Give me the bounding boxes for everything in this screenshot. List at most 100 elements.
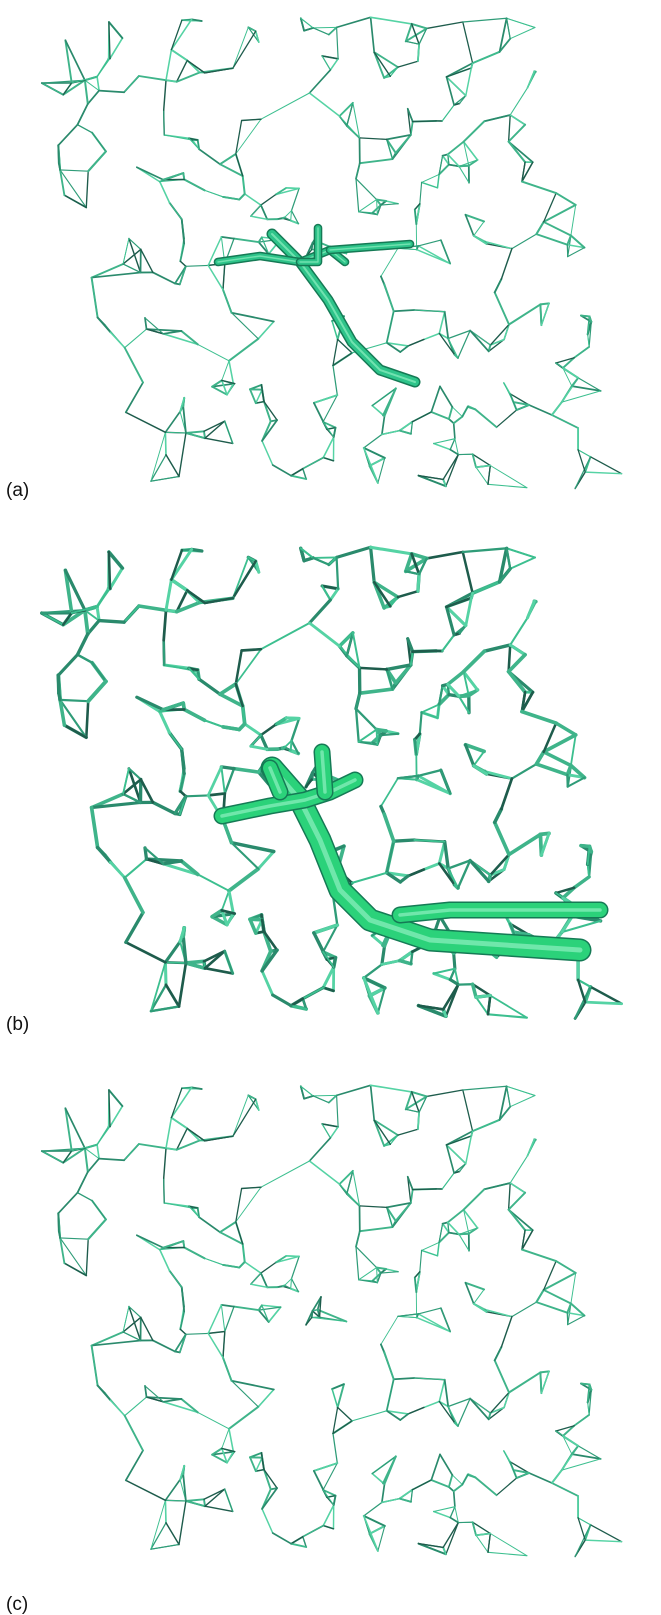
network-edge (413, 121, 436, 122)
network-edge (323, 458, 333, 461)
network-edge (507, 1086, 535, 1095)
network-edge (334, 1496, 336, 1506)
network-edge (262, 237, 269, 254)
network-edge (512, 1302, 537, 1317)
network-edge (440, 1454, 452, 1475)
network-edge (125, 1397, 147, 1416)
network-edge (92, 1346, 98, 1386)
network-edge (85, 610, 88, 634)
network-edge (411, 952, 412, 964)
network-edge (303, 458, 324, 469)
network-edge (286, 188, 299, 189)
network-edge (192, 549, 202, 551)
network-edge (501, 779, 512, 809)
network-edge (229, 1407, 258, 1429)
network-edge (151, 1523, 166, 1549)
network-edge (400, 1499, 411, 1502)
network-edge (585, 472, 621, 474)
network-edge (141, 249, 153, 272)
network-edge (229, 1429, 233, 1452)
network-edge (540, 303, 549, 304)
network-edge (459, 166, 469, 182)
network-edge (544, 205, 576, 222)
network-edge (528, 601, 535, 618)
network-edge (334, 428, 336, 438)
network-edge (509, 655, 525, 672)
network-edge (507, 548, 511, 568)
network-edge (97, 607, 99, 621)
network-edge (488, 1552, 527, 1555)
network-edge (509, 1183, 511, 1210)
network-edge (160, 1250, 170, 1271)
network-edge (262, 390, 264, 402)
network-edge (223, 727, 239, 730)
network-edge (236, 1187, 261, 1222)
network-edge (470, 1399, 489, 1420)
network-edge (251, 1284, 267, 1287)
network-edge (463, 548, 507, 552)
network-edge (205, 1258, 224, 1265)
network-edge (454, 1485, 463, 1492)
network-edge (552, 415, 578, 428)
network-edge (509, 1193, 525, 1210)
network-edge (356, 709, 359, 742)
network-edge (262, 1305, 281, 1307)
network-edge (476, 1535, 488, 1552)
network-edge (304, 28, 313, 31)
network-edge (528, 1139, 535, 1156)
network-edge (187, 1128, 205, 1141)
network-edge (198, 874, 229, 890)
network-edge (97, 77, 99, 91)
network-edge (166, 985, 179, 1007)
network-edge (92, 1201, 106, 1220)
network-edge (88, 91, 99, 104)
network-edge (337, 17, 371, 27)
network-edge (221, 1305, 234, 1307)
network-edge (291, 476, 306, 479)
network-edge (171, 19, 191, 49)
network-edge (225, 1307, 234, 1332)
network-edge (182, 1087, 192, 1088)
network-edge (310, 1161, 340, 1184)
network-edge (151, 432, 166, 481)
network-edge (517, 1473, 530, 1478)
network-edge (418, 574, 419, 591)
network-edge (141, 1317, 153, 1340)
network-edge (427, 1090, 463, 1096)
network-edge (179, 433, 186, 477)
network-edge (364, 1502, 382, 1516)
network-edge (541, 303, 549, 325)
network-edge (544, 222, 571, 236)
network-edge (165, 432, 166, 455)
network-edge (99, 91, 124, 93)
network-edge (536, 222, 543, 234)
network-edge (109, 552, 123, 568)
network-edge (182, 1287, 184, 1311)
network-edge (510, 1183, 525, 1193)
network-edge (412, 1092, 427, 1097)
network-edge (269, 1307, 281, 1322)
network-edge (418, 770, 441, 776)
network-edge (422, 174, 440, 182)
network-edge (97, 589, 109, 607)
network-edge (183, 936, 186, 963)
network-edge (186, 1501, 205, 1506)
network-edge (443, 154, 448, 155)
network-edge (400, 422, 413, 431)
panel (42, 17, 622, 488)
network-edge (291, 1279, 292, 1289)
network-edge (208, 1305, 221, 1334)
network-edge (205, 720, 224, 727)
network-edge (510, 618, 527, 645)
network-edge (371, 547, 412, 554)
network-edge (452, 1475, 462, 1485)
network-edge (171, 1087, 191, 1117)
network-edge (330, 589, 338, 600)
network-edge (427, 552, 463, 558)
network-edge (572, 378, 578, 386)
network-edge (261, 1263, 276, 1274)
network-edge (400, 961, 411, 964)
network-edge (495, 809, 502, 822)
network-edge (356, 709, 377, 730)
network-edge (242, 119, 261, 120)
